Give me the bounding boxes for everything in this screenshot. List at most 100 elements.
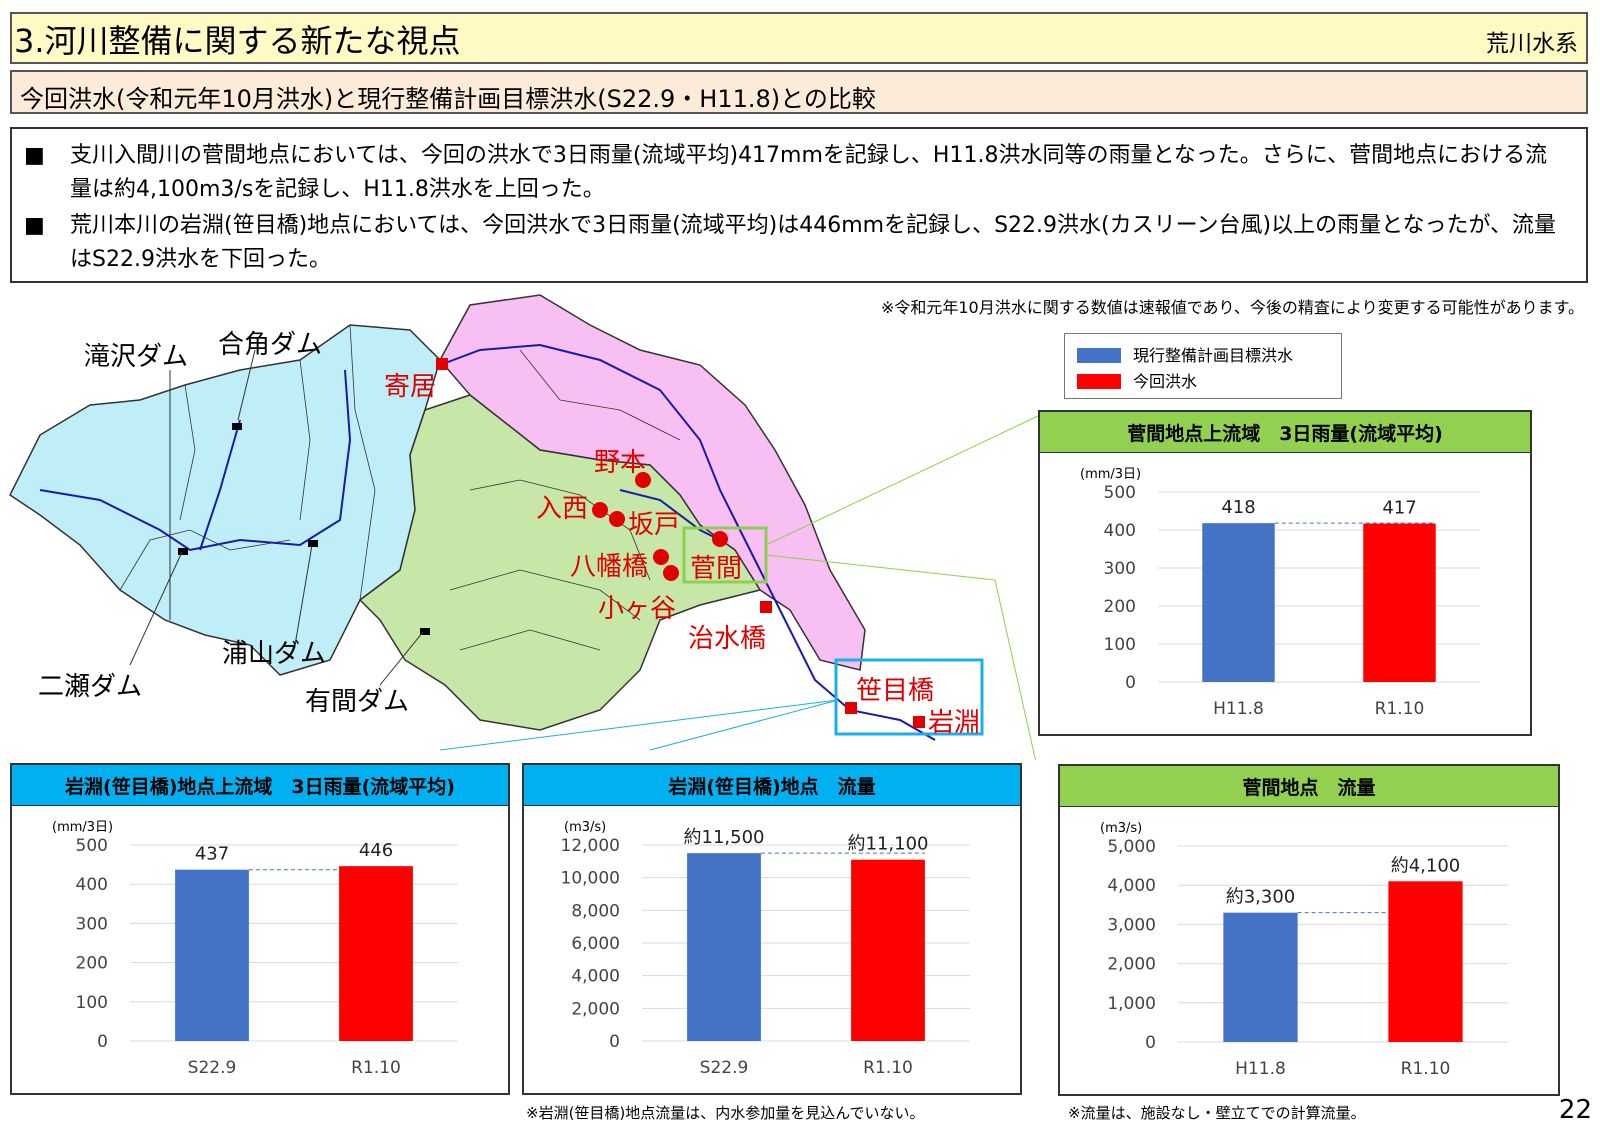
subtitle-text: 今回洪水(令和元年10月洪水)と現行整備計画目標洪水(S22.9・H11.8)と… (20, 85, 876, 113)
y-axis-label: (mm/3日) (1080, 467, 1141, 482)
bar-S22.9 (687, 853, 761, 1041)
y-tick-label: 200 (76, 954, 108, 974)
dam-label-gokaku: 合角ダム (218, 330, 323, 360)
y-tick-label: 500 (76, 836, 108, 856)
y-tick-label: 6,000 (571, 934, 620, 954)
bullet-text: 荒川本川の岩淵(笹目橋)地点においては、今回洪水で3日雨量(流域平均)は446m… (70, 213, 1557, 272)
subtitle-bar: 今回洪水(令和元年10月洪水)と現行整備計画目標洪水(S22.9・H11.8)と… (10, 70, 1588, 114)
bullet-marker: ■ (24, 213, 45, 238)
point-label-iwabuchi: 岩淵 (928, 708, 981, 738)
y-tick-label: 3,000 (1107, 915, 1156, 935)
point-label-sasamebashi: 笹目橋 (856, 676, 935, 706)
y-tick-label: 100 (1104, 635, 1136, 655)
river-lines (39, 343, 936, 741)
y-tick-label: 0 (97, 1032, 108, 1052)
legend-swatch-blue (1077, 348, 1121, 363)
point-label-jisuibashi: 治水橋 (688, 624, 767, 654)
x-tick-label: R1.10 (1401, 1059, 1451, 1079)
data-label: 約3,300 (1226, 887, 1296, 908)
point-label-irinishi: 入西 (536, 494, 589, 524)
y-tick-label: 4,000 (1107, 876, 1156, 896)
chart-panel-iwabuchi-rain: 岩淵(笹目橋)地点上流域 3日雨量(流域平均) (mm/3日) 0 100 200 30… (10, 763, 510, 1095)
bar-R1.10 (1363, 523, 1436, 682)
point-label-nomoto: 野本 (594, 448, 647, 478)
bullet-item: ■ 支川入間川の菅間地点においては、今回の洪水で3日雨量(流域平均)417mmを… (24, 139, 1564, 207)
chart-title: 岩淵(笹目橋)地点 流量 (524, 765, 1020, 806)
y-tick-label: 12,000 (561, 836, 620, 856)
bar-S22.9 (175, 869, 249, 1041)
x-tick-label: S22.9 (700, 1058, 749, 1078)
dam-label-arima: 有間ダム (305, 687, 410, 717)
legend: 現行整備計画目標洪水 今回洪水 (1064, 333, 1342, 399)
y-tick-label: 300 (76, 914, 108, 934)
legend-item-current: 今回洪水 (1077, 368, 1197, 392)
preliminary-note: ※令和元年10月洪水に関する数値は速報値であり、今後の精査により変更する可能性が… (880, 298, 1584, 317)
bar-R1.10 (339, 866, 413, 1041)
x-tick-label: R1.10 (351, 1058, 401, 1078)
data-label: 約11,500 (684, 827, 765, 848)
y-tick-label: 200 (1104, 597, 1136, 617)
chart-panel-sugama-flow: 菅間地点 流量 (m3/s) 0 1,000 2,000 3,000 4,000 5,000… (1058, 764, 1560, 1096)
legend-label: 今回洪水 (1133, 372, 1198, 391)
y-axis-label: (mm/3日) (52, 820, 113, 835)
data-label: 418 (1221, 497, 1255, 518)
y-tick-label: 4,000 (571, 967, 620, 987)
legend-swatch-red (1077, 374, 1121, 389)
bar-R1.10 (1388, 881, 1463, 1042)
point-label-sugama: 菅間 (690, 554, 743, 584)
chart-panel-sugama-rain: 菅間地点上流域 3日雨量(流域平均) (mm/3日) 0 100 200 300 400 5… (1038, 410, 1532, 736)
observation-points (436, 358, 925, 728)
legend-label: 現行整備計画目標洪水 (1133, 346, 1294, 365)
sugama-connectors (765, 414, 1041, 760)
y-tick-label: 100 (76, 993, 108, 1013)
dam-label-urayama: 浦山ダム (222, 639, 327, 669)
bar-H11.8 (1223, 912, 1298, 1042)
bullet-text: 支川入間川の菅間地点においては、今回の洪水で3日雨量(流域平均)417mmを記録… (70, 143, 1548, 202)
data-label: 446 (359, 840, 393, 861)
chart-panel-iwabuchi-flow: 岩淵(笹目橋)地点 流量 (m3/s) 0 2,000 4,000 6,000 8,000… (522, 763, 1022, 1095)
page-title: 3.河川整備に関する新たな視点 (14, 22, 461, 60)
y-tick-label: 0 (1145, 1033, 1156, 1053)
chart-title: 岩淵(笹目橋)地点上流域 3日雨量(流域平均) (12, 765, 508, 806)
footnote-sugama: ※流量は、施設なし・壁立てでの計算流量。 (1068, 1104, 1366, 1122)
x-tick-label: R1.10 (1375, 699, 1425, 719)
data-label: 約11,100 (848, 834, 929, 855)
chart-title: 菅間地点 流量 (1060, 766, 1558, 807)
y-tick-label: 2,000 (1107, 955, 1156, 975)
point-label-hachimanbashi: 八幡橋 (570, 552, 649, 582)
x-tick-label: H11.8 (1213, 699, 1264, 719)
basin-region-central (358, 394, 762, 731)
river-system-label: 荒川水系 (1486, 31, 1578, 57)
data-label: 約4,100 (1391, 855, 1461, 876)
y-axis-label: (m3/s) (564, 820, 606, 835)
y-tick-label: 0 (1125, 673, 1136, 693)
bullet-marker: ■ (24, 143, 45, 168)
y-tick-label: 400 (1104, 521, 1136, 541)
chart-plot: (m3/s) 0 2,000 4,000 6,000 8,000 10,000 12,000 約… (561, 820, 970, 1078)
dam-label-takizawa: 滝沢ダム (84, 342, 189, 372)
y-tick-label: 0 (609, 1032, 620, 1052)
y-tick-label: 500 (1104, 483, 1136, 503)
y-axis-label: (m3/s) (1100, 821, 1142, 836)
chart-plot: (mm/3日) 0 100 200 300 400 500 437 S22.9 446 R1.10 (52, 820, 458, 1078)
y-tick-label: 1,000 (1107, 994, 1156, 1014)
chart-title: 菅間地点上流域 3日雨量(流域平均) (1040, 412, 1530, 453)
data-label: 417 (1382, 498, 1416, 519)
y-tick-label: 2,000 (571, 999, 620, 1019)
dam-markers (178, 423, 430, 635)
point-label-yorii: 寄居 (384, 372, 437, 402)
point-label-ogaya: 小ヶ谷 (598, 594, 677, 624)
footnote-iwabuchi: ※岩淵(笹目橋)地点流量は、内水参加量を見込んでいない。 (526, 1104, 925, 1122)
legend-item-plan: 現行整備計画目標洪水 (1077, 342, 1293, 366)
title-bar (10, 12, 1588, 64)
dam-leader-lines (129, 349, 424, 686)
basin-map (9, 294, 1041, 760)
y-tick-label: 10,000 (561, 869, 620, 889)
bar-R1.10 (851, 859, 925, 1041)
x-tick-label: R1.10 (863, 1058, 913, 1078)
bullet-item: ■ 荒川本川の岩淵(笹目橋)地点においては、今回洪水で3日雨量(流域平均)は44… (24, 209, 1564, 277)
y-tick-label: 400 (76, 875, 108, 895)
chart-plot: (mm/3日) 0 100 200 300 400 500 418 H11.8 417 R1.10 (1080, 467, 1480, 719)
point-label-sakado: 坂戸 (628, 510, 681, 540)
sasamebashi-connectors (439, 699, 839, 751)
